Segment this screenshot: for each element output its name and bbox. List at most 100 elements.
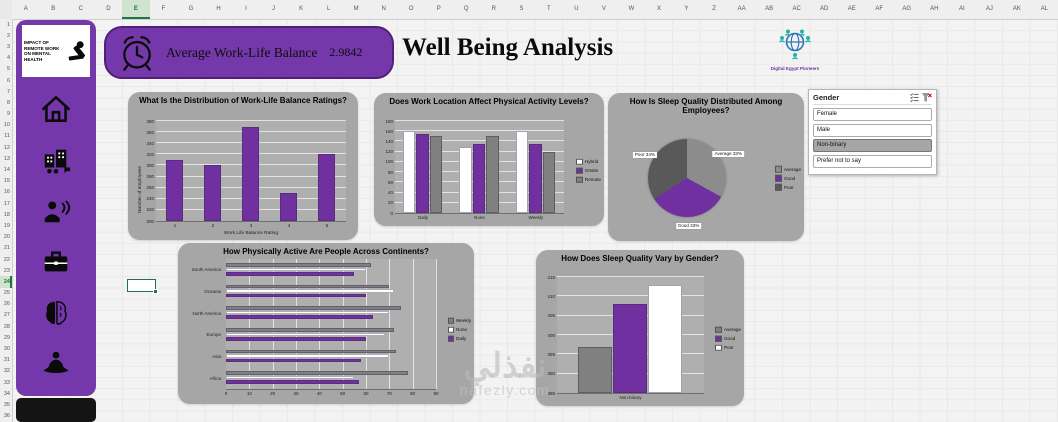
column-header-AF[interactable]: AF — [875, 6, 884, 12]
column-header-O[interactable]: O — [408, 6, 414, 12]
row-header-32[interactable]: 32 — [3, 368, 10, 375]
row-header-6[interactable]: 6 — [6, 77, 10, 84]
column-header-F[interactable]: F — [161, 6, 166, 12]
row-header-1[interactable]: 1 — [6, 21, 10, 28]
row-header-19[interactable]: 19 — [3, 222, 10, 229]
row-header-9[interactable]: 9 — [6, 111, 10, 118]
row-header-13[interactable]: 13 — [3, 155, 10, 162]
office-people-icon[interactable] — [38, 142, 74, 178]
column-header-S[interactable]: S — [519, 6, 524, 12]
row-header-34[interactable]: 34 — [3, 390, 10, 397]
column-header-AB[interactable]: AB — [765, 6, 774, 12]
column-header-R[interactable]: R — [491, 6, 496, 12]
column-header-C[interactable]: C — [78, 6, 83, 12]
column-header-A[interactable]: A — [23, 6, 28, 12]
row-header-29[interactable]: 29 — [3, 334, 10, 341]
active-cell[interactable] — [127, 279, 158, 294]
column-header-AA[interactable]: AA — [737, 6, 746, 12]
column-header-E[interactable]: E — [122, 0, 150, 19]
row-header-5[interactable]: 5 — [6, 66, 10, 73]
column-header-D[interactable]: D — [106, 6, 111, 12]
row-header-27[interactable]: 27 — [3, 312, 10, 319]
column-header-AG[interactable]: AG — [902, 6, 912, 12]
bar — [242, 126, 259, 221]
row-header-20[interactable]: 20 — [3, 234, 10, 241]
chart-card-work-life-balance-distribution[interactable]: What Is the Distribution of Work-Life Ba… — [128, 92, 358, 240]
column-header-I[interactable]: I — [245, 6, 247, 12]
column-header-B[interactable]: B — [51, 6, 56, 12]
meditation-icon[interactable] — [38, 346, 74, 382]
support-person-icon[interactable] — [38, 193, 74, 229]
row-header-25[interactable]: 25 — [3, 290, 10, 297]
ytick: 360 — [146, 129, 154, 135]
multiselect-icon[interactable] — [910, 93, 919, 102]
column-header-X[interactable]: X — [656, 6, 661, 12]
column-header-L[interactable]: L — [326, 6, 331, 12]
row-header-12[interactable]: 12 — [3, 144, 10, 151]
slicer-item-female[interactable]: Female — [813, 108, 932, 121]
row-header-26[interactable]: 26 — [3, 301, 10, 308]
column-header-H[interactable]: H — [216, 6, 221, 12]
column-header-AC[interactable]: AC — [792, 6, 801, 12]
row-header-23[interactable]: 23 — [3, 267, 10, 274]
home-icon[interactable] — [38, 91, 74, 127]
column-header-Y[interactable]: Y — [684, 6, 689, 12]
row-header-16[interactable]: 16 — [3, 189, 10, 196]
column-header-N[interactable]: N — [381, 6, 386, 12]
row-header-22[interactable]: 22 — [3, 256, 10, 263]
chart-card-sleep-quality-by-gender[interactable]: How Does Sleep Quality Vary by Gender? 3… — [536, 250, 744, 406]
row-header-14[interactable]: 14 — [3, 167, 10, 174]
column-header-Q[interactable]: Q — [463, 6, 469, 12]
row-header-7[interactable]: 7 — [6, 88, 10, 95]
row-header-31[interactable]: 31 — [3, 357, 10, 364]
row-header-10[interactable]: 10 — [3, 122, 10, 129]
column-header-AI[interactable]: AI — [958, 6, 965, 12]
row-header-11[interactable]: 11 — [4, 133, 10, 140]
row-header-15[interactable]: 15 — [3, 178, 10, 185]
slicer-item-non-binary[interactable]: Non-binary — [813, 139, 932, 152]
row-header-30[interactable]: 30 — [3, 346, 10, 353]
row-header-8[interactable]: 8 — [6, 99, 10, 106]
column-header-AH[interactable]: AH — [930, 6, 939, 12]
slicer-item-prefer-not-to-say[interactable]: Prefer not to say — [813, 154, 932, 168]
column-header-K[interactable]: K — [299, 6, 304, 12]
chart-card-work-location-activity[interactable]: Does Work Location Affect Physical Activ… — [374, 93, 604, 226]
column-header-T[interactable]: T — [547, 6, 551, 12]
plot — [557, 276, 704, 394]
column-header-M[interactable]: M — [353, 6, 359, 12]
column-header-U[interactable]: U — [574, 6, 579, 12]
column-header-J[interactable]: J — [272, 6, 276, 12]
chart-card-sleep-quality-pie[interactable]: How Is Sleep Quality Distributed Among E… — [608, 93, 804, 241]
row-header-33[interactable]: 33 — [3, 379, 10, 386]
column-header-AD[interactable]: AD — [820, 6, 829, 12]
row-header-3[interactable]: 3 — [6, 43, 10, 50]
row-header-21[interactable]: 21 — [3, 245, 10, 252]
column-header-AK[interactable]: AK — [1012, 6, 1021, 12]
row-header-18[interactable]: 18 — [3, 211, 10, 218]
briefcase-icon[interactable] — [38, 244, 74, 280]
hbar — [226, 272, 355, 276]
brain-icon[interactable] — [38, 295, 74, 331]
column-header-AE[interactable]: AE — [847, 6, 856, 12]
pie-label: Good 33% — [675, 222, 702, 229]
clear-filter-icon[interactable] — [922, 93, 932, 102]
row-header-24[interactable]: 24 — [0, 276, 12, 288]
row-header-36[interactable]: 36 — [3, 413, 10, 420]
chart-card-activity-by-continent[interactable]: How Physically Active Are People Across … — [178, 243, 474, 404]
column-header-AL[interactable]: AL — [1040, 6, 1049, 12]
column-header-AJ[interactable]: AJ — [985, 6, 993, 12]
lg-row: Onsite — [576, 167, 601, 174]
column-header-V[interactable]: V — [601, 6, 606, 12]
row-header-2[interactable]: 2 — [6, 32, 10, 39]
column-header-Z[interactable]: Z — [712, 6, 716, 12]
row-header-28[interactable]: 28 — [3, 323, 10, 330]
row-header-4[interactable]: 4 — [6, 55, 10, 62]
column-header-W[interactable]: W — [628, 6, 635, 12]
column-header-P[interactable]: P — [436, 6, 441, 12]
kpi-banner[interactable]: Average Work-Life Balance 2.9842 — [104, 26, 394, 79]
slicer-item-male[interactable]: Male — [813, 123, 932, 137]
row-header-35[interactable]: 35 — [3, 401, 10, 408]
row-header-17[interactable]: 17 — [3, 200, 10, 207]
column-header-G[interactable]: G — [188, 6, 194, 12]
